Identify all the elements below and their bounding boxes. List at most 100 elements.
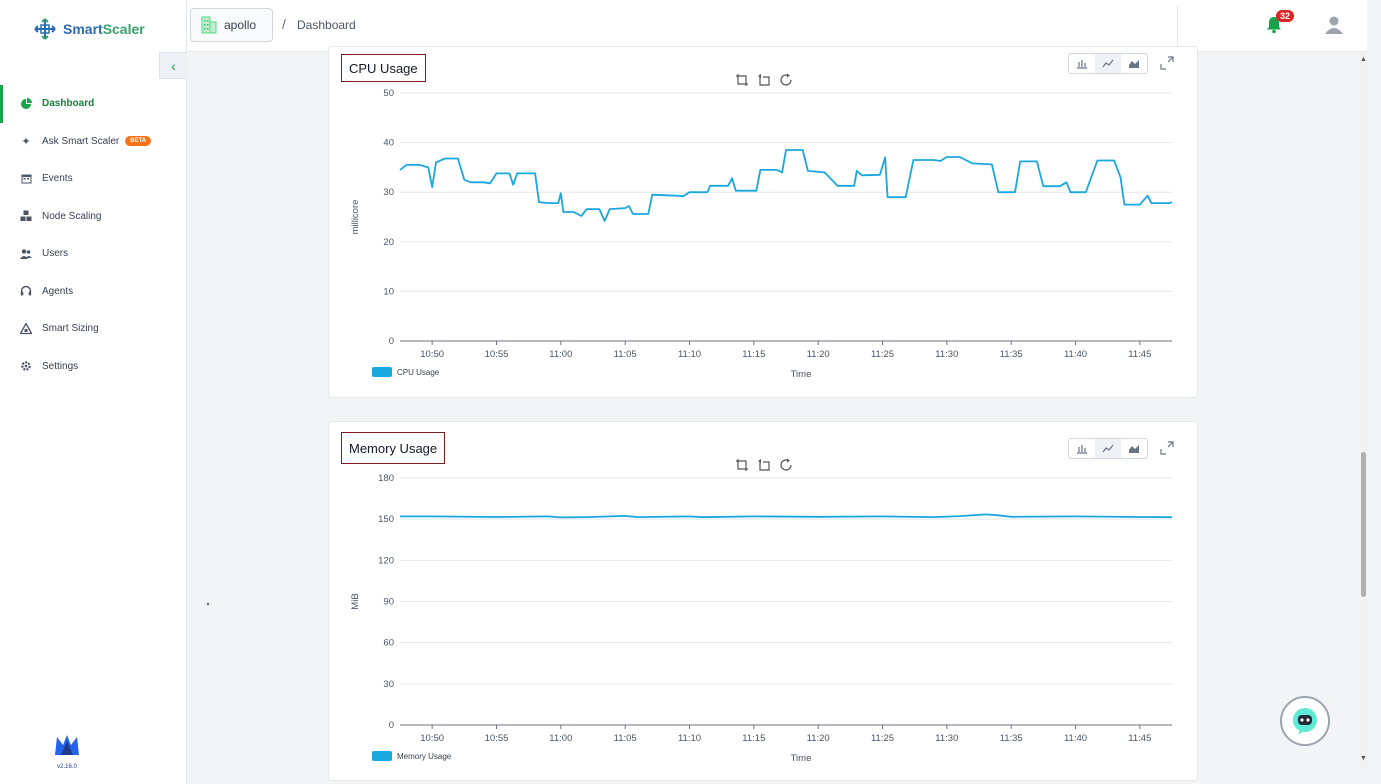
chart-type-switch: [1068, 438, 1148, 459]
zoom-select-icon[interactable]: [735, 458, 749, 472]
chart-type-switch: [1068, 53, 1148, 74]
sidebar-item-ask-smart-scaler[interactable]: ✦ Ask Smart Scaler BETA: [0, 123, 186, 161]
legend-swatch: [372, 751, 392, 761]
bar-chart-button[interactable]: [1069, 439, 1095, 458]
x-tick-label: 11:40: [1064, 349, 1087, 360]
restore-icon[interactable]: [779, 73, 793, 87]
memory-usage-card: Memory Usage 0 30 60 90 120 150 180 10:50 10:55 1…: [328, 421, 1198, 781]
line-chart-icon: [1102, 444, 1114, 453]
y-axis-label: millicore: [350, 200, 361, 235]
app-logo[interactable]: SmartScaler: [33, 17, 145, 41]
x-tick-label: 10:55: [485, 733, 509, 744]
zoom-reset-icon[interactable]: [757, 73, 771, 87]
x-tick-label: 11:15: [742, 733, 765, 744]
sidebar-item-label: Users: [42, 248, 69, 260]
chart-toolbox: [735, 73, 793, 87]
zoom-select-icon[interactable]: [735, 73, 749, 87]
sidebar-item-node-scaling[interactable]: Node Scaling: [0, 198, 186, 236]
scrollbar-thumb[interactable]: [1361, 452, 1366, 597]
collapse-sidebar-button[interactable]: ‹: [159, 52, 187, 79]
expand-icon[interactable]: [1160, 56, 1174, 70]
chart-toolbox: [735, 458, 793, 472]
sidebar-item-smart-sizing[interactable]: Smart Sizing: [0, 310, 186, 348]
y-tick-label: 20: [383, 237, 394, 248]
x-tick-label: 11:35: [1000, 349, 1023, 360]
zoom-reset-icon[interactable]: [757, 458, 771, 472]
chart-title: Memory Usage: [341, 432, 446, 464]
x-tick-label: 11:10: [678, 733, 701, 744]
bot-icon: [1293, 708, 1317, 735]
x-tick-label: 10:55: [485, 349, 509, 360]
header-divider: [1177, 6, 1178, 46]
sidebar-item-label: Settings: [42, 360, 79, 372]
notification-badge: 32: [1276, 10, 1295, 22]
version-label: v2.16.0: [57, 764, 77, 770]
cluster-name: apollo: [224, 18, 257, 32]
y-tick-label: 40: [383, 138, 394, 149]
x-tick-label: 11:10: [678, 349, 701, 360]
x-tick-label: 11:30: [935, 349, 958, 360]
x-axis-label: Time: [791, 369, 812, 380]
line-chart-button[interactable]: [1095, 439, 1121, 458]
scroll-up-arrow-icon[interactable]: ▲: [1360, 56, 1367, 63]
y-tick-label: 90: [383, 597, 394, 608]
sidebar-item-users[interactable]: Users: [0, 235, 186, 273]
expand-icon[interactable]: [1160, 441, 1174, 455]
series-line: [400, 513, 1173, 519]
area-chart-icon: [1129, 445, 1139, 453]
sidebar-item-label: Node Scaling: [42, 210, 102, 222]
y-tick-label: 30: [383, 679, 394, 690]
sizing-icon: [20, 322, 32, 335]
breadcrumb-current-page[interactable]: Dashboard: [297, 18, 356, 32]
chart-legend[interactable]: CPU Usage: [372, 367, 439, 377]
series-line: [399, 149, 1173, 222]
cpu-usage-chart[interactable]: 0 10 20 30 40 50 10:50 10:55 11:00 11:05 11:10 11:1…: [329, 47, 1199, 399]
sidebar-item-events[interactable]: Events: [0, 160, 186, 198]
memory-usage-chart[interactable]: 0 30 60 90 120 150 180 10:50 10:55 11:00 11:05 11:1…: [329, 422, 1199, 782]
chatbot-button[interactable]: [1280, 696, 1330, 746]
y-tick-label: 10: [383, 286, 394, 297]
user-avatar-icon[interactable]: [1324, 15, 1344, 35]
y-tick-label: 150: [378, 514, 394, 525]
chart-legend[interactable]: Memory Usage: [372, 751, 451, 761]
x-tick-label: 11:40: [1064, 733, 1087, 744]
beta-badge: BETA: [125, 136, 152, 147]
stray-dot: [207, 603, 209, 605]
logo-arrows-icon: [34, 18, 56, 40]
cluster-selector[interactable]: apollo: [190, 8, 273, 42]
x-tick-label: 11:05: [614, 349, 637, 360]
headset-icon: [20, 285, 32, 297]
x-tick-label: 11:05: [614, 733, 637, 744]
area-chart-button[interactable]: [1121, 439, 1147, 458]
scroll-down-arrow-icon[interactable]: ▼: [1360, 755, 1367, 762]
x-tick-label: 11:45: [1128, 349, 1151, 360]
x-tick-label: 11:45: [1128, 733, 1151, 744]
y-tick-label: 60: [383, 638, 394, 649]
restore-icon[interactable]: [779, 458, 793, 472]
bar-chart-button[interactable]: [1069, 54, 1095, 73]
chart-title: CPU Usage: [341, 54, 426, 82]
x-tick-label: 11:15: [742, 349, 765, 360]
sidebar-item-settings[interactable]: Settings: [0, 348, 186, 386]
page-scrollbar[interactable]: [1359, 52, 1367, 768]
bar-chart-icon: [1077, 445, 1087, 454]
y-tick-label: 30: [383, 187, 394, 198]
y-tick-label: 120: [378, 555, 394, 566]
line-chart-button[interactable]: [1095, 54, 1121, 73]
users-icon: [20, 248, 32, 260]
line-chart-icon: [1102, 59, 1114, 68]
area-chart-button[interactable]: [1121, 54, 1147, 73]
sidebar-item-dashboard[interactable]: Dashboard: [0, 85, 186, 123]
x-axis-label: Time: [791, 753, 812, 764]
building-icon: [201, 16, 217, 34]
legend-label: CPU Usage: [397, 367, 440, 377]
x-tick-label: 10:50: [420, 349, 444, 360]
breadcrumb-separator: /: [282, 16, 286, 32]
legend-swatch: [372, 367, 392, 377]
legend-label: Memory Usage: [397, 751, 452, 761]
cpu-usage-card: CPU Usage 0 10 20 30 40 50 10:50 10:55 11:00 11:0…: [328, 46, 1198, 398]
calendar-icon: [20, 173, 32, 185]
x-tick-label: 10:50: [420, 733, 444, 744]
sparkle-icon: ✦: [21, 135, 31, 148]
sidebar-item-agents[interactable]: Agents: [0, 273, 186, 311]
